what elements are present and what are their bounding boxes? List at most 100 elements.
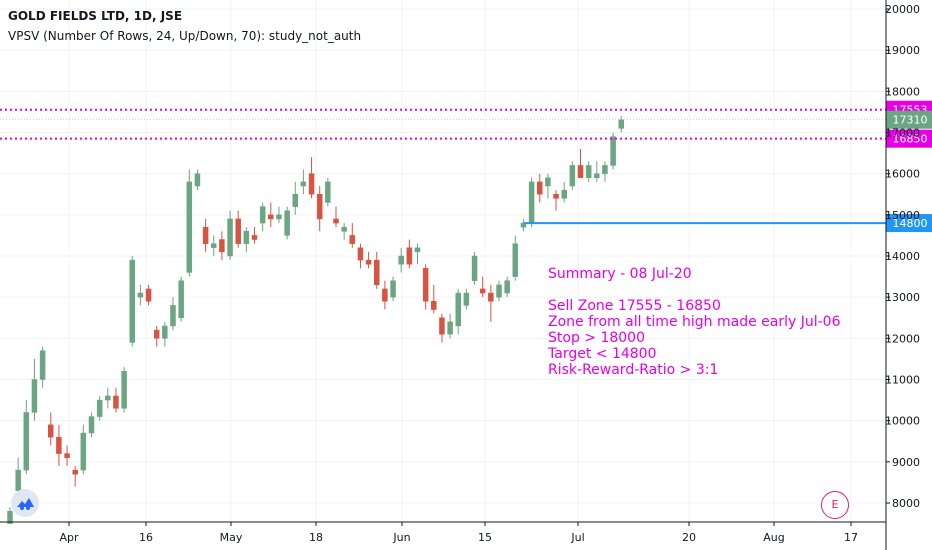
candle-body xyxy=(479,288,486,294)
y-tick-label: 10000 xyxy=(885,415,920,428)
x-tick-label: 18 xyxy=(309,531,323,544)
candle-body xyxy=(96,399,103,417)
y-tick-label: 18000 xyxy=(885,85,920,98)
candle-body xyxy=(48,424,54,438)
candle-body xyxy=(594,173,600,179)
candle-body xyxy=(64,453,70,458)
candle-body xyxy=(88,416,95,434)
candle-body xyxy=(292,194,298,207)
annotation-line: Stop > 18000 xyxy=(548,330,645,346)
x-tick-label: Jul xyxy=(570,531,584,544)
price-label-bg xyxy=(886,214,932,233)
candle-body xyxy=(545,177,551,187)
candle-body xyxy=(496,284,502,298)
candle-body xyxy=(153,329,160,339)
candle-body xyxy=(7,510,13,524)
candle-body xyxy=(455,292,461,327)
candle-body xyxy=(447,321,453,335)
study-label[interactable]: VPSV (Number Of Rows, 24, Up/Down, 70): … xyxy=(8,29,362,43)
candle-body xyxy=(227,218,233,257)
candle-body xyxy=(439,317,445,335)
candle-body xyxy=(528,181,535,224)
candle-body xyxy=(268,214,274,220)
x-tick-label: 15 xyxy=(478,531,492,544)
candle-body xyxy=(243,231,250,244)
candle-body xyxy=(202,226,209,244)
candle-body xyxy=(284,210,290,236)
candle-body xyxy=(178,280,184,319)
candle-body xyxy=(471,255,478,281)
candle-body xyxy=(145,288,152,302)
candle-body xyxy=(259,206,266,224)
price-label: 17310 xyxy=(893,114,928,127)
candle-body xyxy=(374,259,380,286)
candle-body xyxy=(162,325,168,339)
candle-body xyxy=(341,226,347,232)
price-label: 14800 xyxy=(893,217,928,230)
candle-body xyxy=(365,259,372,265)
x-tick-label: May xyxy=(220,531,243,544)
candle-body xyxy=(390,280,396,298)
candle-body xyxy=(512,243,519,277)
annotation-line: Summary - 08 Jul-20 xyxy=(548,266,692,282)
candle-body xyxy=(553,194,559,199)
time-axis[interactable]: Apr 16 May 18 Jun 15 Jul 20 Aug 17 xyxy=(0,521,886,544)
candle-body xyxy=(610,136,616,166)
candle-body xyxy=(23,412,30,471)
y-tick-label: 17000 xyxy=(885,127,920,140)
candle-body xyxy=(235,218,241,244)
summary-annotation[interactable]: Summary - 08 Jul-20 Sell Zone 17555 - 16… xyxy=(548,266,840,378)
candle-body xyxy=(431,301,437,310)
annotation-line: Target < 14800 xyxy=(548,346,657,362)
price-label: 16850 xyxy=(893,133,928,146)
y-tick-label: 19000 xyxy=(885,44,920,57)
symbol-title: GOLD FIELDS LTD, 1D, JSE xyxy=(8,9,183,23)
y-tick-label: 13000 xyxy=(885,291,920,304)
candle-body xyxy=(488,292,494,302)
candle-body xyxy=(585,165,592,179)
candle-body xyxy=(121,371,127,409)
x-tick-label: Apr xyxy=(59,531,79,544)
candle-body xyxy=(219,239,225,253)
candle-body xyxy=(105,395,111,401)
candle-body xyxy=(31,379,38,413)
y-tick-label: 15000 xyxy=(885,209,920,222)
earnings-badge-icon[interactable]: E xyxy=(821,491,849,519)
candle-body xyxy=(316,194,323,220)
candle-body xyxy=(357,247,364,261)
candle-body xyxy=(333,218,339,224)
candle-body xyxy=(137,292,144,298)
price-axis[interactable]: 8000 9000 10000 11000 12000 13000 14000 15000 16… xyxy=(885,0,920,550)
candle-body xyxy=(422,268,429,302)
candle-body xyxy=(194,173,201,187)
x-tick-label: 17 xyxy=(844,531,858,544)
candle-body xyxy=(577,165,584,179)
price-label-bg xyxy=(886,129,932,148)
x-tick-label: Jun xyxy=(392,531,410,544)
candle-body xyxy=(300,181,307,187)
candle-body xyxy=(39,350,46,380)
candle-body xyxy=(80,432,87,471)
candle-body xyxy=(251,235,258,240)
x-tick-label: 16 xyxy=(139,531,153,544)
candle-body xyxy=(561,189,567,199)
annotation-line: Risk-Reward-Ratio > 3:1 xyxy=(548,362,719,378)
candle-body xyxy=(382,288,388,302)
candle-body xyxy=(129,259,135,343)
y-tick-label: 12000 xyxy=(885,332,920,345)
candle-body xyxy=(211,243,217,249)
candle-body xyxy=(72,469,78,475)
y-tick-label: 14000 xyxy=(885,250,920,263)
candle-body xyxy=(414,247,421,253)
x-tick-label: Aug xyxy=(763,531,784,544)
candle-body xyxy=(537,181,543,195)
y-tick-label: 20000 xyxy=(885,3,920,16)
candle-body xyxy=(325,181,331,203)
candle-body xyxy=(15,469,21,491)
y-tick-label: 8000 xyxy=(892,497,920,510)
tradingview-logo-icon[interactable] xyxy=(11,489,39,517)
candle-body xyxy=(56,436,62,454)
candlestick-series xyxy=(7,116,624,524)
